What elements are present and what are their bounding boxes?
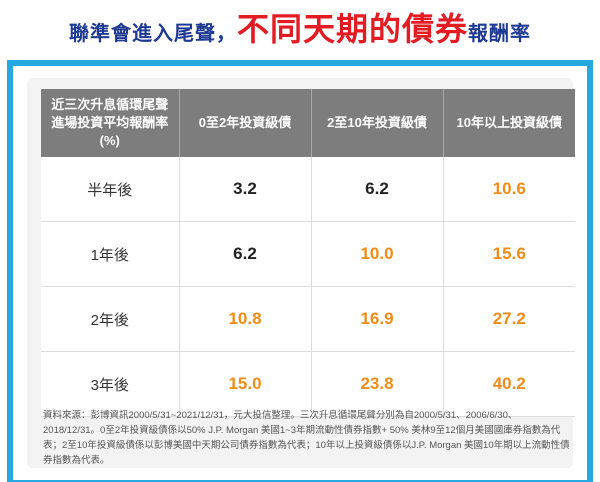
- table-cell: 27.2: [443, 286, 575, 352]
- row-label: 2年後: [41, 286, 180, 352]
- header-col-10y-plus: 10年以上投資級債: [443, 89, 575, 157]
- table-header-row: 近三次升息循環尾聲 進場投資平均報酬率(%) 0至2年投資級債 2至10年投資級…: [41, 89, 575, 157]
- table-cell: 10.0: [311, 221, 444, 287]
- title-part-2: 不同天期的債券: [236, 11, 468, 47]
- table-cell: 3.2: [179, 157, 312, 222]
- table-card: 近三次升息循環尾聲 進場投資平均報酬率(%) 0至2年投資級債 2至10年投資級…: [27, 78, 575, 468]
- header-corner-line2: 進場投資平均報酬率(%): [51, 115, 169, 148]
- title-part-3: 報酬率: [468, 23, 531, 45]
- header-col-2-10y: 2至10年投資級債: [311, 89, 444, 157]
- row-label: 3年後: [41, 351, 180, 417]
- source-note: 資料來源：彭博資訊2000/5/31~2021/12/31，元大投信整理。三次升…: [43, 410, 570, 466]
- returns-table: 近三次升息循環尾聲 進場投資平均報酬率(%) 0至2年投資級債 2至10年投資級…: [41, 89, 575, 417]
- row-label: 1年後: [41, 221, 180, 287]
- row-label: 半年後: [41, 157, 180, 222]
- header-col-0-2y: 0至2年投資級債: [179, 89, 312, 157]
- table-row: 3年後 15.0 23.8 40.2: [41, 351, 575, 417]
- table-cell: 6.2: [179, 221, 312, 287]
- table-cell: 10.8: [179, 286, 312, 352]
- table-cell: 16.9: [311, 286, 444, 352]
- page-title: 聯準會進入尾聲，不同天期的債券報酬率: [0, 6, 600, 52]
- table-cell: 10.6: [443, 157, 575, 222]
- table-cell: 15.0: [179, 351, 312, 417]
- title-part-1: 聯準會進入尾聲，: [68, 23, 237, 45]
- table-row: 半年後 3.2 6.2 10.6: [41, 157, 575, 222]
- table-cell: 23.8: [311, 351, 444, 417]
- table-cell: 6.2: [311, 157, 444, 222]
- table-cell: 15.6: [443, 221, 575, 287]
- header-corner: 近三次升息循環尾聲 進場投資平均報酬率(%): [41, 89, 180, 157]
- table-row: 2年後 10.8 16.9 27.2: [41, 286, 575, 352]
- header-corner-line1: 近三次升息循環尾聲: [51, 97, 169, 112]
- table-cell: 40.2: [443, 351, 575, 417]
- content-frame: 近三次升息循環尾聲 進場投資平均報酬率(%) 0至2年投資級債 2至10年投資級…: [7, 60, 593, 482]
- table-row: 1年後 6.2 10.0 15.6: [41, 221, 575, 287]
